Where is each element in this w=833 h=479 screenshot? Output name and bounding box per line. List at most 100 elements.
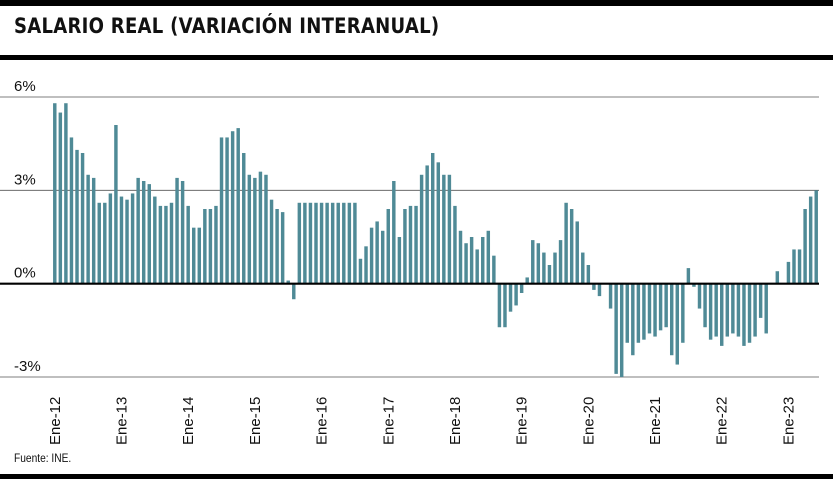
bar — [653, 283, 657, 337]
bar — [497, 283, 502, 328]
x-tick-label: Ene-21 — [647, 397, 664, 445]
bar — [658, 283, 663, 331]
bar — [247, 174, 252, 284]
bar — [236, 128, 240, 284]
bar — [358, 258, 363, 284]
bar — [564, 202, 568, 284]
bar — [75, 149, 79, 284]
y-tick-label: 0% — [14, 265, 36, 282]
bar-chart: 6% 3% 0% -3% Ene-12 Ene-13 Ene-14 Ene-15 Ene-16… — [0, 78, 819, 445]
bar — [597, 283, 602, 297]
bar — [569, 209, 574, 284]
bar — [553, 252, 557, 284]
bar — [469, 237, 474, 284]
bar — [636, 283, 641, 343]
bar — [347, 202, 352, 284]
bar — [614, 283, 618, 374]
bar — [97, 202, 101, 284]
bar — [175, 177, 179, 284]
bar — [808, 196, 813, 284]
bar — [286, 280, 290, 284]
bar — [86, 174, 90, 284]
bar — [747, 283, 752, 343]
bar — [720, 283, 724, 346]
bar — [214, 205, 218, 284]
bar — [631, 283, 635, 356]
bar — [119, 196, 124, 284]
bar — [692, 283, 696, 287]
bar — [136, 177, 140, 284]
x-tick-label: Ene-15 — [247, 397, 264, 445]
bar — [542, 252, 546, 284]
bar — [586, 265, 591, 284]
bar — [669, 283, 674, 356]
x-tick-label: Ene-22 — [714, 397, 731, 445]
bar — [336, 202, 340, 284]
bar — [592, 283, 596, 290]
bar — [203, 209, 207, 284]
bar — [292, 283, 296, 300]
bar — [314, 202, 318, 284]
bar — [353, 202, 357, 284]
x-tick-label: Ene-16 — [314, 397, 331, 445]
bar — [547, 265, 552, 284]
y-tick-label: -3% — [14, 358, 41, 375]
x-tick-label: Ene-13 — [113, 397, 130, 445]
chart-title: SALARIO REAL (VARIACIÓN INTERANUAL) — [14, 14, 440, 38]
bar — [414, 205, 418, 284]
bar — [392, 181, 396, 284]
bar — [503, 283, 507, 328]
bar — [180, 181, 185, 284]
bar — [575, 221, 579, 284]
bar — [330, 202, 335, 284]
bar — [708, 283, 713, 340]
bar — [486, 230, 491, 284]
bar — [792, 249, 796, 284]
x-tick-label: Ene-18 — [447, 397, 464, 445]
bar — [280, 212, 285, 284]
bars — [53, 103, 818, 377]
y-axis: 6% 3% 0% -3% — [14, 78, 41, 375]
bar — [531, 240, 535, 284]
bar — [519, 283, 524, 293]
bar — [364, 246, 368, 284]
bar — [431, 153, 435, 284]
bar — [114, 125, 118, 284]
bar — [447, 174, 452, 284]
bar — [619, 283, 624, 377]
x-tick-label: Ene-23 — [780, 397, 797, 445]
bar — [736, 283, 741, 337]
bar — [731, 283, 735, 334]
bar — [258, 171, 263, 284]
bar — [108, 193, 113, 284]
bar — [192, 227, 196, 284]
x-axis: Ene-12 Ene-13 Ene-14 Ene-15 Ene-16 Ene-17 Ene-… — [47, 397, 798, 445]
bar — [508, 283, 513, 312]
bar — [536, 243, 541, 284]
bar — [742, 283, 746, 346]
bar — [758, 283, 763, 318]
bar — [225, 137, 229, 284]
bar — [725, 283, 730, 337]
bar — [325, 202, 329, 284]
bar — [230, 131, 235, 284]
y-tick-label: 3% — [14, 171, 36, 188]
bar — [125, 199, 129, 284]
bar — [158, 205, 163, 284]
bar — [130, 193, 135, 284]
bar — [91, 177, 96, 284]
bar — [219, 137, 224, 284]
bar — [242, 153, 246, 284]
bar — [697, 283, 702, 309]
bar — [525, 277, 529, 284]
bar — [558, 240, 563, 284]
bar — [253, 177, 257, 284]
x-tick-label: Ene-12 — [47, 397, 64, 445]
bar — [642, 283, 646, 340]
title-rule — [0, 55, 833, 60]
x-tick-label: Ene-20 — [580, 397, 597, 445]
bar — [386, 209, 390, 284]
bar — [442, 174, 446, 284]
bar — [675, 283, 679, 365]
bar — [58, 112, 63, 284]
